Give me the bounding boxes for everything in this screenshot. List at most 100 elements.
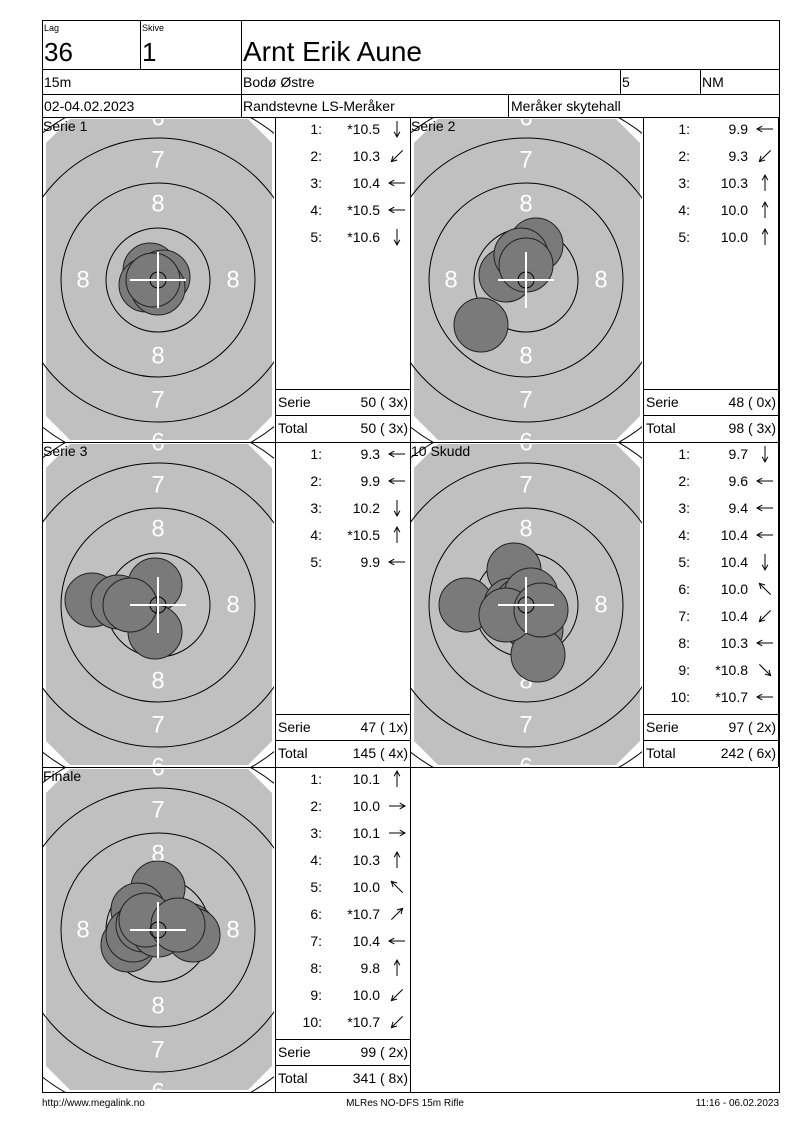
total-score: 242 ( 6x)	[721, 745, 776, 761]
ring	[43, 462, 274, 748]
ring-label: 7	[519, 387, 532, 414]
ring	[60, 182, 256, 378]
ring-label: 6	[151, 1079, 164, 1106]
shot-index: 1:	[310, 771, 322, 787]
direction-arrow	[387, 450, 405, 458]
direction-arrow	[390, 1015, 404, 1029]
shot-index: 3:	[678, 500, 690, 516]
direction-arrow	[755, 693, 773, 701]
shot-value: *10.5	[347, 527, 380, 543]
ring-label: 8	[519, 191, 532, 218]
direction-arrow	[761, 446, 769, 464]
ring-label: 7	[151, 472, 164, 499]
shot-value: 9.4	[729, 500, 749, 516]
shot-value: 9.6	[729, 473, 749, 489]
distance: 15m	[44, 74, 71, 90]
shot-index: 10:	[671, 689, 690, 705]
shot-index: 8:	[310, 960, 322, 976]
lag: 36	[44, 37, 73, 67]
ring-label: 6	[151, 755, 164, 782]
skive: 1	[142, 37, 156, 67]
shot-value: *10.8	[715, 662, 748, 678]
shot-index: 5:	[678, 554, 690, 570]
serie-label: Serie	[278, 394, 311, 410]
direction-arrow	[393, 958, 401, 976]
shot-index: 10:	[303, 1014, 322, 1030]
direction-arrow	[755, 477, 773, 485]
ring-label: 8	[226, 267, 239, 294]
shot-index: 5:	[310, 879, 322, 895]
shot-value: 10.4	[353, 933, 380, 949]
ring-label: 6	[519, 429, 532, 456]
direction-arrow	[761, 200, 769, 218]
ring-label: 8	[151, 343, 164, 370]
serie-score: 48 ( 0x)	[729, 394, 776, 410]
shot-hole	[453, 297, 509, 353]
event: NM	[702, 74, 724, 90]
shot-index: 3:	[310, 175, 322, 191]
shot-value: 10.1	[353, 771, 380, 787]
total-label: Total	[646, 420, 676, 436]
shot-value: 10.4	[721, 554, 748, 570]
ring-label: 6	[151, 430, 164, 457]
serie-label: Serie	[646, 719, 679, 735]
ring-label: 8	[444, 267, 457, 294]
total-label: Total	[278, 1070, 308, 1086]
shot-value: *10.6	[347, 229, 380, 245]
direction-arrow	[758, 609, 772, 623]
ring-label: 6	[151, 429, 164, 456]
serie-score: 99 ( 2x)	[361, 1044, 408, 1060]
shot-value: 10.0	[353, 987, 380, 1003]
shot-value: 10.3	[721, 635, 748, 651]
ring-label: 7	[151, 147, 164, 174]
shot-index: 4:	[310, 852, 322, 868]
shot-index: 9:	[678, 662, 690, 678]
shot-index: 2:	[310, 473, 322, 489]
shot-index: 5:	[310, 554, 322, 570]
direction-arrow	[393, 525, 401, 543]
shot-index: 2:	[678, 473, 690, 489]
ring-label: 7	[151, 712, 164, 739]
shot-index: 9:	[310, 987, 322, 1003]
panel-title: Serie 2	[411, 118, 456, 134]
ring-label: 8	[226, 917, 239, 944]
direction-arrow	[755, 531, 773, 539]
ring-label: 8	[226, 592, 239, 619]
ring-label: 7	[519, 147, 532, 174]
direction-arrow	[761, 227, 769, 245]
footer-left: http://www.megalink.no	[42, 1098, 145, 1109]
shot-index: 3:	[678, 175, 690, 191]
shot-index: 1:	[310, 121, 322, 137]
ring-label: 6	[519, 430, 532, 457]
serie-score: 50 ( 3x)	[361, 394, 408, 410]
direction-arrow	[758, 582, 772, 596]
ring-label: 6	[151, 754, 164, 781]
shooter-name: Arnt Erik Aune	[243, 36, 422, 67]
ring	[43, 787, 274, 1073]
ring	[60, 832, 256, 1028]
direction-arrow	[393, 121, 401, 139]
ring-label: 8	[519, 516, 532, 543]
ring	[60, 507, 256, 703]
total-label: Total	[646, 745, 676, 761]
ring-label: 8	[151, 191, 164, 218]
direction-arrow	[390, 988, 404, 1002]
ring-label: 7	[519, 712, 532, 739]
shot-value: 10.4	[353, 175, 380, 191]
panel-title: Finale	[43, 768, 81, 784]
competition: Randstevne LS-Meråker	[243, 98, 395, 114]
shot-index: 6:	[678, 581, 690, 597]
skive-label: Skive	[142, 23, 164, 33]
ring-label: 7	[151, 1037, 164, 1064]
shot-value: 9.3	[361, 446, 381, 462]
ring	[105, 227, 211, 333]
venue: Meråker skytehall	[511, 98, 621, 114]
shot-value: 10.3	[353, 148, 380, 164]
shot-value: 10.0	[721, 202, 748, 218]
direction-arrow	[390, 149, 404, 163]
direction-arrow	[387, 477, 405, 485]
